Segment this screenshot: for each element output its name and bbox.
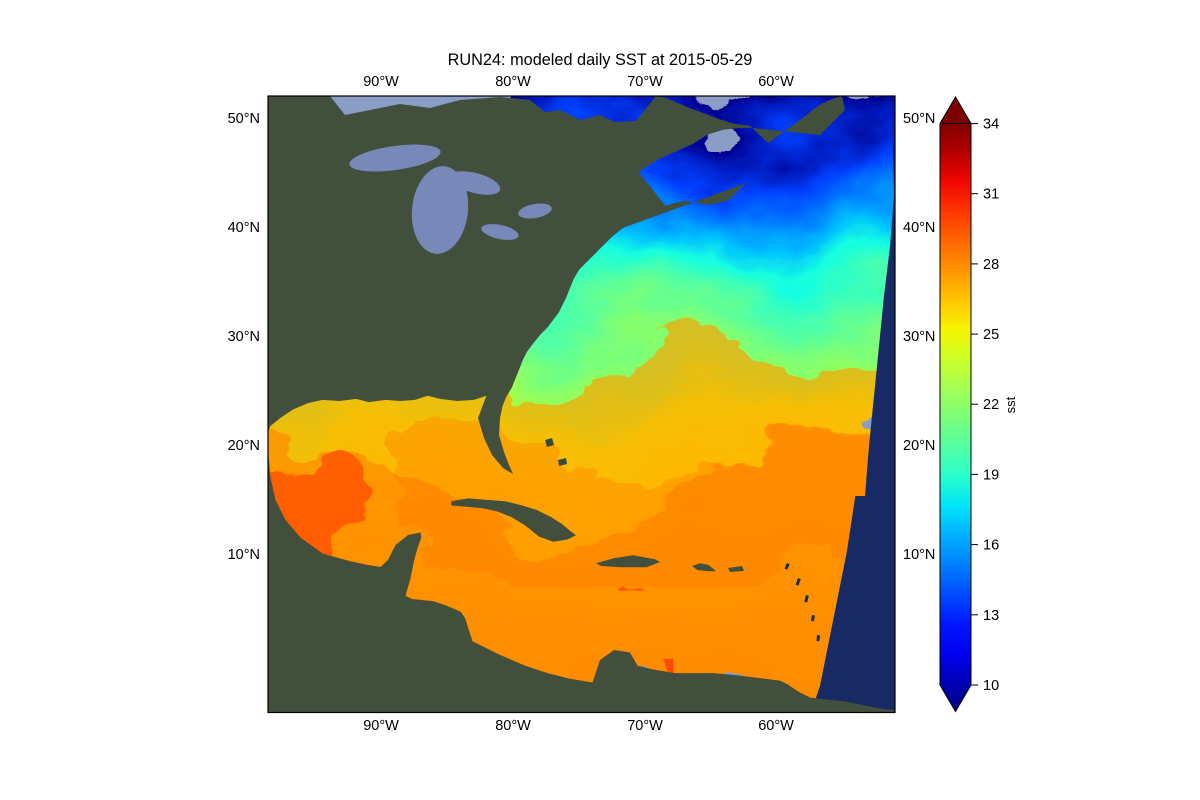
svg-text:34: 34: [983, 117, 999, 133]
svg-text:25: 25: [983, 327, 999, 343]
svg-text:19: 19: [983, 467, 999, 483]
svg-text:16: 16: [983, 538, 999, 554]
svg-text:22: 22: [983, 397, 999, 413]
svg-text:28: 28: [983, 257, 999, 273]
svg-text:10: 10: [983, 678, 999, 694]
svg-text:13: 13: [983, 608, 999, 624]
svg-text:sst: sst: [1003, 396, 1018, 413]
svg-text:31: 31: [983, 187, 999, 203]
